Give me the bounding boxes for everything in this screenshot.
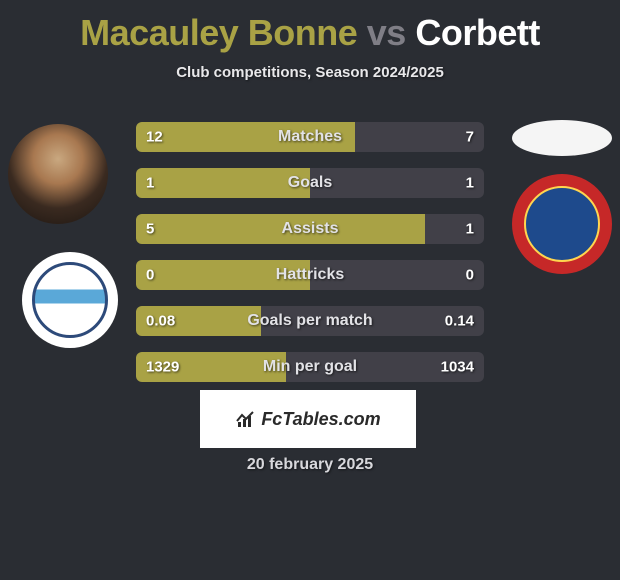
club-badge-icon bbox=[524, 186, 600, 262]
stat-value-player2: 1 bbox=[466, 175, 474, 192]
stat-value-player1: 0.08 bbox=[146, 313, 175, 330]
vs-label: vs bbox=[367, 12, 406, 53]
stat-label: Min per goal bbox=[263, 358, 357, 376]
chart-icon bbox=[235, 409, 255, 429]
stat-label: Goals per match bbox=[247, 312, 372, 330]
stat-label: Hattricks bbox=[276, 266, 344, 284]
stat-bar-player2 bbox=[310, 168, 484, 198]
stat-row: Min per goal 1329 1034 bbox=[136, 352, 484, 382]
brand-box: FcTables.com bbox=[200, 390, 416, 448]
stat-row: Goals 1 1 bbox=[136, 168, 484, 198]
subtitle: Club competitions, Season 2024/2025 bbox=[0, 64, 620, 81]
stat-value-player1: 12 bbox=[146, 129, 163, 146]
brand-label: FcTables.com bbox=[235, 409, 380, 430]
stat-label: Goals bbox=[288, 174, 332, 192]
stat-value-player1: 1329 bbox=[146, 359, 179, 376]
stats-bars: Matches 12 7 Goals 1 1 Assists 5 1 Hattricks 0 0 Goa… bbox=[136, 122, 484, 398]
stat-label: Matches bbox=[278, 128, 342, 146]
player2-avatar bbox=[512, 120, 612, 156]
brand-text: FcTables.com bbox=[261, 409, 380, 430]
stat-row: Goals per match 0.08 0.14 bbox=[136, 306, 484, 336]
player2-club-badge bbox=[512, 174, 612, 274]
stat-row: Matches 12 7 bbox=[136, 122, 484, 152]
stat-value-player2: 1 bbox=[466, 221, 474, 238]
comparison-title: Macauley Bonne vs Corbett bbox=[0, 0, 620, 54]
player1-name: Macauley Bonne bbox=[80, 12, 357, 53]
stat-row: Hattricks 0 0 bbox=[136, 260, 484, 290]
player1-club-badge bbox=[22, 252, 118, 348]
stat-row: Assists 5 1 bbox=[136, 214, 484, 244]
stat-value-player2: 1034 bbox=[441, 359, 474, 376]
stat-value-player1: 1 bbox=[146, 175, 154, 192]
stat-value-player2: 0 bbox=[466, 267, 474, 284]
date-label: 20 february 2025 bbox=[0, 456, 620, 474]
stat-bar-player1 bbox=[136, 214, 425, 244]
stat-value-player2: 7 bbox=[466, 129, 474, 146]
player1-avatar bbox=[8, 124, 108, 224]
stat-value-player1: 0 bbox=[146, 267, 154, 284]
stat-bar-player1 bbox=[136, 168, 310, 198]
player2-name: Corbett bbox=[415, 12, 540, 53]
club-badge-icon bbox=[32, 262, 108, 338]
stat-value-player1: 5 bbox=[146, 221, 154, 238]
stat-value-player2: 0.14 bbox=[445, 313, 474, 330]
stat-label: Assists bbox=[282, 220, 339, 238]
stat-bar-player2 bbox=[425, 214, 484, 244]
